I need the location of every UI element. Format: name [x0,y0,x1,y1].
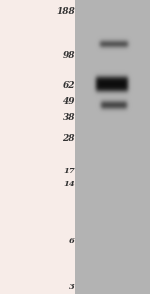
Text: 17: 17 [63,167,75,176]
Text: 38: 38 [63,113,75,123]
Text: 188: 188 [56,7,75,16]
Text: 28: 28 [63,134,75,143]
Text: 14: 14 [63,180,75,188]
Text: 6: 6 [69,237,75,245]
FancyBboxPatch shape [0,0,75,294]
Text: 98: 98 [63,51,75,60]
Text: 62: 62 [63,81,75,90]
Text: 49: 49 [63,97,75,106]
Text: 3: 3 [69,283,75,291]
FancyBboxPatch shape [75,0,150,294]
